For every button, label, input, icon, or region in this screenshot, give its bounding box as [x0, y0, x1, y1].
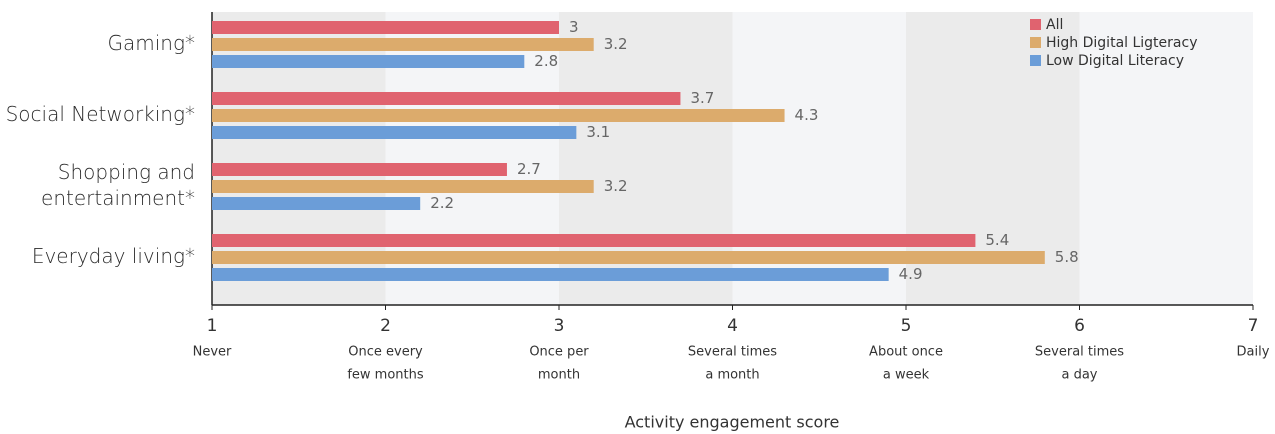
bar: [212, 163, 507, 176]
x-tick-description: month: [538, 368, 580, 383]
x-tick-description: Never: [193, 345, 232, 360]
band: [1079, 12, 1253, 305]
data-label: 3.2: [604, 35, 628, 53]
x-tick-label: 5: [901, 316, 912, 336]
x-tick-description: Once every: [348, 345, 423, 360]
y-tick-label: Everyday living*: [32, 244, 195, 268]
y-tick-label: Gaming*: [108, 31, 195, 55]
bar: [212, 21, 559, 34]
bar: [212, 126, 577, 139]
data-label: 5.4: [985, 231, 1009, 249]
x-axis-title: Activity engagement score: [625, 413, 840, 432]
x-tick-label: 6: [1074, 316, 1085, 336]
bar: [212, 109, 785, 122]
bar: [212, 38, 594, 51]
data-label: 4.3: [795, 106, 819, 124]
x-tick-description: Several times: [688, 345, 777, 360]
x-tick-label: 1: [207, 316, 218, 336]
bar: [212, 268, 889, 281]
x-tick-description: Once per: [529, 345, 589, 360]
x-tick-label: 7: [1248, 316, 1259, 336]
legend-swatch: [1030, 55, 1041, 66]
data-label: 2.8: [534, 52, 558, 70]
bar: [212, 234, 976, 247]
x-tick-description: a week: [883, 368, 930, 383]
x-tick-label: 4: [727, 316, 738, 336]
data-label: 3.7: [690, 89, 714, 107]
bar: [212, 251, 1045, 264]
data-label: 3: [569, 18, 579, 36]
x-tick-description: few months: [347, 368, 424, 383]
data-label: 4.9: [899, 265, 923, 283]
bar: [212, 197, 421, 210]
x-tick-description: About once: [869, 345, 943, 360]
y-tick-label: Social Networking*: [6, 102, 195, 126]
y-tick-label: entertainment*: [41, 186, 195, 210]
x-tick-description: a day: [1061, 368, 1097, 383]
legend-label: All: [1046, 17, 1063, 33]
y-tick-label: Shopping and: [58, 160, 195, 184]
data-label: 2.2: [430, 194, 454, 212]
data-label: 3.1: [586, 123, 610, 141]
legend-label: Low Digital Literacy: [1046, 53, 1184, 69]
x-tick-label: 2: [380, 316, 391, 336]
legend-swatch: [1030, 19, 1041, 30]
x-tick-description: Daily: [1237, 345, 1270, 360]
data-label: 5.8: [1055, 248, 1079, 266]
x-tick-description: Several times: [1035, 345, 1124, 360]
x-tick-label: 3: [554, 316, 565, 336]
legend-label: High Digital Ligteracy: [1046, 35, 1197, 51]
bar: [212, 92, 681, 105]
x-tick-description: a month: [705, 368, 759, 383]
data-label: 3.2: [604, 177, 628, 195]
bar: [212, 55, 525, 68]
legend-swatch: [1030, 37, 1041, 48]
bar: [212, 180, 594, 193]
data-label: 2.7: [517, 160, 541, 178]
